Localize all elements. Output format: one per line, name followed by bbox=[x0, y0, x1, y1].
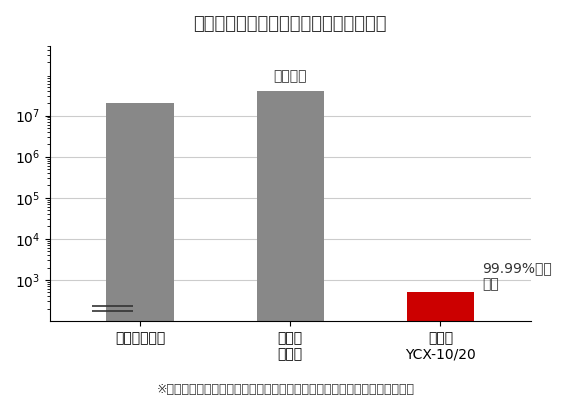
Text: 効果なし: 効果なし bbox=[274, 70, 307, 84]
Bar bbox=[106, 103, 174, 400]
Bar bbox=[407, 292, 474, 400]
Title: 新型コロナウイルスの感染価減少グラフ: 新型コロナウイルスの感染価減少グラフ bbox=[194, 15, 387, 33]
Bar bbox=[256, 91, 324, 400]
Text: 99.99%以上
減少: 99.99%以上 減少 bbox=[482, 261, 552, 291]
Text: ※本試験は限定条件下の結果であり、実使用空間での試験ではありません。: ※本試験は限定条件下の結果であり、実使用空間での試験ではありません。 bbox=[156, 383, 415, 396]
